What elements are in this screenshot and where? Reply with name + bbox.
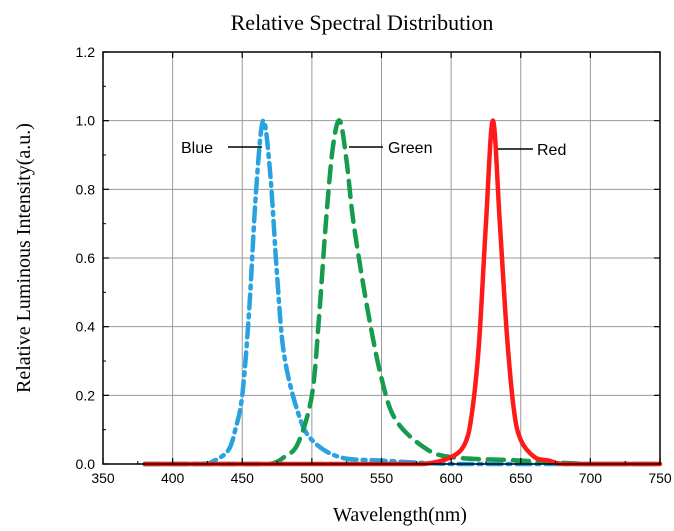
- x-tick-label: 550: [370, 470, 394, 486]
- x-tick-label: 350: [91, 470, 115, 486]
- x-tick-label: 450: [231, 470, 255, 486]
- series-red-line: [142, 118, 663, 467]
- y-tick-label: 1.2: [76, 44, 96, 60]
- x-tick-label: 750: [648, 470, 672, 486]
- series-layer: [142, 118, 663, 467]
- y-axis-label: Relative Luminous Intensity(a.u.): [13, 123, 35, 393]
- y-tick-label: 0.0: [76, 456, 96, 472]
- chart-title: Relative Spectral Distribution: [231, 10, 494, 35]
- series-label-blue: Blue: [181, 140, 213, 157]
- y-tick-label: 0.6: [76, 250, 96, 266]
- x-tick-label: 400: [161, 470, 185, 486]
- x-tick-label: 500: [300, 470, 324, 486]
- x-axis-label: Wavelength(nm): [333, 504, 467, 526]
- x-tick-label: 650: [509, 470, 533, 486]
- x-tick-label: 600: [439, 470, 463, 486]
- y-tick-label: 1.0: [76, 113, 96, 129]
- y-tick-label: 0.4: [76, 319, 96, 335]
- series-green-line: [142, 118, 663, 467]
- axis-ticks: 350 400 450 500 550 600 650 700 750 0.0 0.2 0.4 0.6 0…: [76, 44, 672, 486]
- series-label-green: Green: [388, 140, 432, 157]
- y-tick-label: 0.8: [76, 181, 96, 197]
- series-label-red: Red: [537, 142, 566, 159]
- series-blue-line: [142, 118, 663, 467]
- x-tick-label: 700: [579, 470, 603, 486]
- grid-lines: [103, 52, 660, 464]
- series-labels: Blue Green Red: [181, 140, 566, 159]
- y-tick-label: 0.2: [76, 387, 96, 403]
